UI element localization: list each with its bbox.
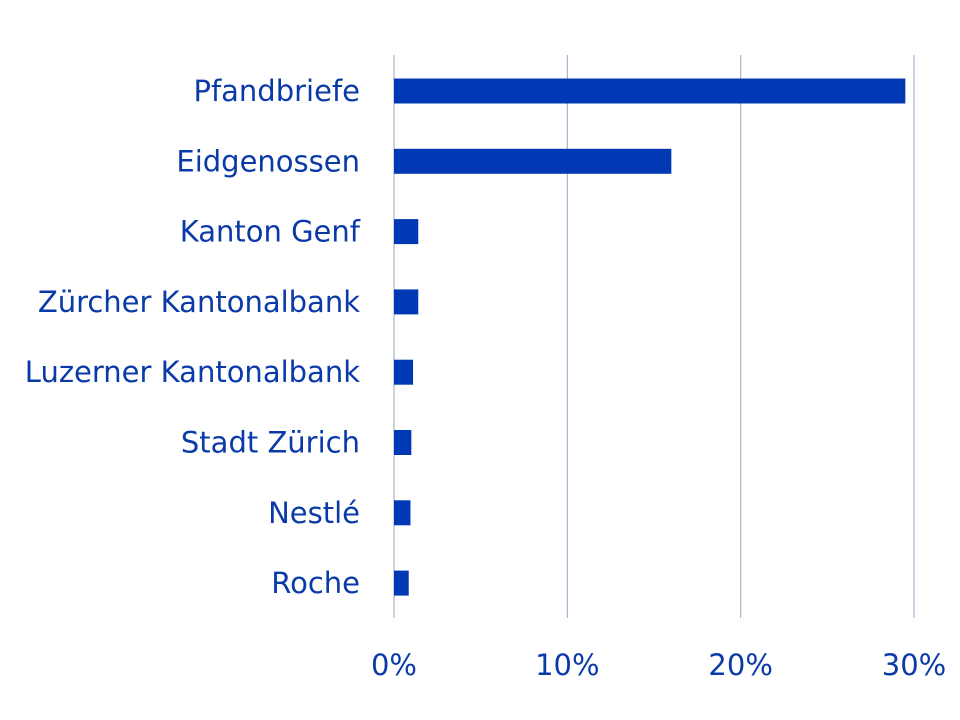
bar-pfandbriefe bbox=[394, 78, 906, 104]
bar-stadt-z-rich bbox=[394, 430, 412, 455]
category-label: Luzerner Kantonalbank bbox=[25, 355, 360, 389]
category-label: Pfandbriefe bbox=[193, 74, 360, 108]
x-axis-tick-labels: 0% 10% 20% 30% bbox=[371, 648, 946, 682]
bar-eidgenossen bbox=[394, 148, 672, 174]
category-label: Roche bbox=[271, 566, 360, 600]
category-label: Kanton Genf bbox=[180, 215, 361, 249]
category-label: Stadt Zürich bbox=[181, 426, 360, 460]
x-tick-label: 20% bbox=[708, 648, 772, 682]
bar-luzerner-kantonalbank bbox=[394, 359, 414, 385]
category-label: Eidgenossen bbox=[176, 144, 360, 178]
x-tick-label: 10% bbox=[535, 648, 599, 682]
bar-layer bbox=[394, 78, 906, 596]
x-tick-label: 30% bbox=[882, 648, 946, 682]
category-label: Zürcher Kantonalbank bbox=[38, 285, 360, 319]
bar-roche bbox=[394, 570, 409, 596]
bar-nestl- bbox=[394, 500, 411, 526]
grid-layer bbox=[393, 55, 915, 618]
x-tick-label: 0% bbox=[371, 648, 417, 682]
bar-z-rcher-kantonalbank bbox=[394, 289, 419, 315]
category-labels: Pfandbriefe Eidgenossen Kanton Genf Zürcher… bbox=[25, 74, 361, 600]
bar-kanton-genf bbox=[394, 219, 419, 245]
category-label: Nestlé bbox=[268, 496, 360, 530]
